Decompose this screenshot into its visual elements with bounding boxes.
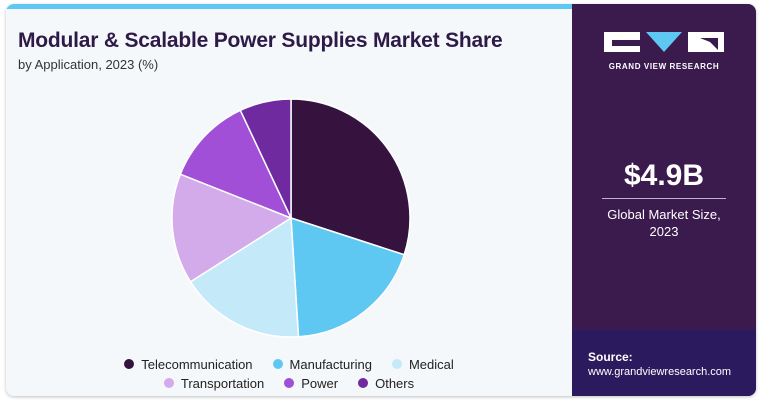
- legend-item-transportation: Transportation: [163, 374, 265, 392]
- grand-view-research-logo: [604, 32, 724, 52]
- legend-row-2: Transportation Power Others: [6, 374, 572, 392]
- sidebar-panel: GRAND VIEW RESEARCH $4.9B Global Market …: [572, 4, 756, 396]
- source-box: Source: www.grandviewresearch.com: [572, 330, 756, 396]
- legend-swatch-others: [358, 378, 369, 388]
- brand-name: GRAND VIEW RESEARCH: [608, 62, 720, 71]
- legend-swatch-power: [284, 378, 295, 388]
- pie-slice-power: [179, 109, 293, 220]
- legend-label-medical: Medical: [408, 356, 454, 372]
- market-caption-line-1: Global Market Size,: [607, 207, 721, 222]
- legend-row-1: Telecommunication Manufacturing Medical: [6, 355, 572, 373]
- legend-label-manufacturing: Manufacturing: [289, 356, 372, 372]
- legend-swatch-manufacturing: [272, 359, 283, 369]
- pie-slice-others: [239, 98, 292, 219]
- legend-item-others: Others: [358, 374, 414, 392]
- legend-label-power: Power: [301, 375, 339, 391]
- legend-item-manufacturing: Manufacturing: [272, 355, 372, 373]
- value-divider: [602, 198, 726, 199]
- legend-label-transportation: Transportation: [180, 375, 265, 391]
- chart-panel: Modular & Scalable Power Supplies Market…: [6, 9, 572, 396]
- chart-title: Modular & Scalable Power Supplies Market…: [18, 29, 503, 52]
- legend-item-telecommunication: Telecommunication: [124, 355, 253, 373]
- chart-legend: Telecommunication Manufacturing Medical …: [6, 355, 572, 393]
- legend-swatch-telecommunication: [124, 359, 135, 369]
- infographic-card: Modular & Scalable Power Supplies Market…: [6, 4, 756, 396]
- pie-slice-medical: [189, 216, 300, 338]
- legend-item-power: Power: [284, 374, 338, 392]
- pie-slice-manufacturing: [290, 216, 406, 338]
- source-url[interactable]: www.grandviewresearch.com: [588, 366, 732, 378]
- legend-swatch-transportation: [163, 378, 174, 388]
- legend-item-medical: Medical: [391, 355, 454, 373]
- legend-label-telecommunication: Telecommunication: [141, 356, 253, 372]
- market-size-value: $4.9B: [623, 159, 705, 192]
- pie-slice-transportation: [171, 173, 293, 283]
- market-size-caption: Global Market Size, 2023: [572, 206, 756, 240]
- pie-chart: [171, 98, 411, 338]
- legend-label-others: Others: [375, 375, 415, 391]
- legend-swatch-medical: [391, 359, 402, 369]
- market-caption-line-2: 2023: [649, 224, 679, 239]
- chart-subtitle: by Application, 2023 (%): [18, 57, 159, 72]
- pie-slice-telecommunication: [290, 98, 411, 256]
- top-accent-bar: [6, 4, 572, 9]
- source-label: Source:: [588, 350, 633, 364]
